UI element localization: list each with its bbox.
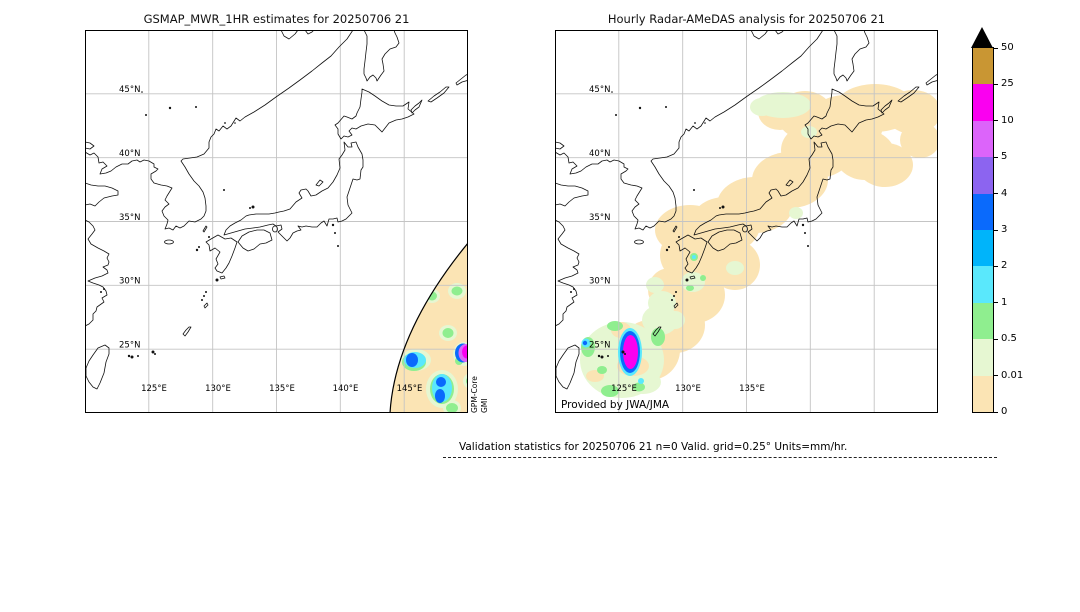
lat-label: 40°N <box>119 149 140 159</box>
colorbar-tick <box>994 83 998 85</box>
lat-label: 40°N <box>589 149 610 159</box>
colorbar-tick-label: 0.01 <box>1001 369 1024 381</box>
gsmap-precip-cells <box>404 343 468 403</box>
radar-precip-cells <box>581 255 696 384</box>
colorbar-tick-label: 2 <box>1001 260 1008 272</box>
lon-label: 145°E <box>397 384 423 394</box>
colorbar-segment <box>973 120 993 158</box>
right-map-border <box>555 30 938 413</box>
colorbar-tick-label: 25 <box>1001 78 1014 90</box>
colorbar-tick-label: 4 <box>1001 187 1008 199</box>
satellite-source-label: GPM-Core GMI <box>470 376 490 413</box>
validation-statistics-line: Validation statistics for 20250706 21 n=… <box>443 441 997 458</box>
colorbar-segment <box>973 229 993 267</box>
colorbar-segment <box>973 84 993 121</box>
lon-label: 140°E <box>333 384 359 394</box>
lon-label: 135°E <box>269 384 295 394</box>
lat-label: 35°N <box>119 213 140 223</box>
colorbar-tick <box>994 375 998 377</box>
left-map-border <box>85 30 468 413</box>
right-panel-title: Hourly Radar-AMeDAS analysis for 2025070… <box>607 12 886 26</box>
colorbar-tick <box>994 193 998 195</box>
colorbar-tick <box>994 229 998 231</box>
colorbar-tick <box>994 265 998 267</box>
swath-edge-line <box>389 242 468 413</box>
colorbar-segment <box>973 157 993 194</box>
gsmap-map-panel: 45°N 40°N 35°N 30°N 25°N 125°E 130°E 135… <box>85 30 468 413</box>
lat-label: 45°N <box>119 85 140 95</box>
colorbar-tick <box>994 47 998 49</box>
data-credit: Provided by JWA/JMA <box>561 399 670 411</box>
lon-label: 130°E <box>675 384 701 394</box>
colorbar-tick <box>994 338 998 340</box>
right-axis-labels: 45°N 40°N 35°N 30°N 25°N 125°E 130°E 135… <box>589 85 765 394</box>
lat-label: 35°N <box>589 213 610 223</box>
colorbar-tick <box>994 120 998 122</box>
lon-label: 125°E <box>141 384 167 394</box>
colorbar-tick <box>994 302 998 304</box>
left-panel-title: GSMAP_MWR_1HR estimates for 20250706 21 <box>143 12 410 26</box>
lat-label: 25°N <box>119 341 140 351</box>
colorbar-tick-label: 0 <box>1001 406 1008 417</box>
colorbar-segment <box>973 193 993 230</box>
colorbar-tick-label: 1 <box>1001 296 1008 308</box>
lat-label: 30°N <box>589 277 610 287</box>
lat-label: 25°N <box>589 341 610 351</box>
precipitation-colorbar <box>972 47 994 413</box>
colorbar-segment <box>973 339 993 376</box>
colorbar-segment <box>973 302 993 340</box>
lat-label: 45°N <box>589 85 610 95</box>
lat-label: 30°N <box>119 277 140 287</box>
colorbar-overflow-triangle <box>971 27 993 48</box>
colorbar-tick-label: 50 <box>1001 42 1014 53</box>
lon-label: 135°E <box>739 384 765 394</box>
colorbar-segment <box>973 266 993 303</box>
lon-label: 125°E <box>611 384 637 394</box>
lon-label: 130°E <box>205 384 231 394</box>
left-axis-labels: 45°N 40°N 35°N 30°N 25°N 125°E 130°E 135… <box>119 85 422 394</box>
colorbar-tick-label: 5 <box>1001 151 1008 163</box>
colorbar-segment <box>973 375 993 412</box>
colorbar-segment <box>973 48 993 85</box>
radar-amedas-map-panel: 45°N 40°N 35°N 30°N 25°N 125°E 130°E 135… <box>555 30 938 413</box>
coastlines <box>85 30 468 390</box>
satellite-source-line2: GMI <box>479 398 489 414</box>
colorbar-tick-label: 0.5 <box>1001 333 1017 345</box>
colorbar-tick-label: 10 <box>1001 114 1014 126</box>
colorbar-tick-label: 3 <box>1001 224 1008 235</box>
colorbar-tick <box>994 156 998 158</box>
satellite-source-line1: GPM-Core <box>470 376 479 413</box>
colorbar-tick <box>994 411 998 413</box>
